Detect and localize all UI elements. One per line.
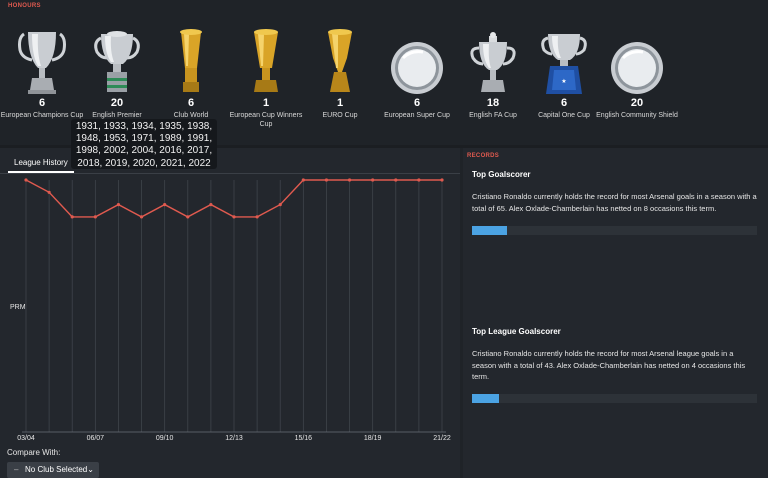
capital-one-cup-icon: ★ xyxy=(541,34,587,94)
data-point-14-15[interactable] xyxy=(278,203,282,207)
x-tick-label: 03/04 xyxy=(17,435,35,442)
x-tick-label: 12/13 xyxy=(225,435,243,442)
trophy-name: EURO Cup xyxy=(322,112,358,119)
tab-rule xyxy=(0,173,460,174)
x-tick-label: 15/16 xyxy=(295,435,313,442)
data-point-18-19[interactable] xyxy=(371,178,375,182)
data-point-09-10[interactable] xyxy=(163,203,167,207)
record-description: Cristiano Ronaldo currently holds the re… xyxy=(472,349,746,381)
data-point-07-08[interactable] xyxy=(116,203,121,207)
trophy-name: European Cup Winners Cup xyxy=(229,112,303,128)
trophy-count: 6 xyxy=(413,97,421,109)
trophy-capital-one-cup[interactable]: ★ 6 Capital One Cup xyxy=(522,28,606,120)
trophy-name: Capital One Cup xyxy=(538,112,590,119)
data-point-05-06[interactable] xyxy=(70,215,74,219)
data-point-10-11[interactable] xyxy=(186,215,190,219)
trophy-name: English FA Cup xyxy=(469,112,517,119)
trophy-club-world[interactable]: 6 Club World xyxy=(149,28,233,120)
english-premier-trophy-icon xyxy=(94,31,140,92)
trophy-count: 6 xyxy=(560,97,568,109)
trophy-name: European Super Cup xyxy=(384,112,450,119)
trophy-european-cup-winners-cup[interactable]: 1 European Cup Winners Cup xyxy=(224,28,308,129)
record-title: Top Goalscorer xyxy=(472,170,531,179)
record-title: Top League Goalscorer xyxy=(472,327,561,336)
cup-winners-cup-icon xyxy=(254,29,278,92)
trophy-english-community-shield[interactable]: 20 English Community Shield xyxy=(595,28,679,120)
trophy-count: 20 xyxy=(110,97,124,109)
panel-divider xyxy=(460,148,463,478)
select-dash-icon: – xyxy=(14,465,19,474)
trophy-count: 6 xyxy=(187,97,195,109)
x-tick-label: 21/22 xyxy=(433,435,451,442)
x-tick-label: 09/10 xyxy=(156,435,174,442)
trophy-name: English Premier xyxy=(92,112,142,119)
data-point-13-14[interactable] xyxy=(255,215,259,219)
data-point-16-17[interactable] xyxy=(324,178,329,182)
record-description: Cristiano Ronaldo currently holds the re… xyxy=(472,192,757,213)
trophy-name: Club World xyxy=(173,112,209,119)
data-point-03-04[interactable] xyxy=(24,178,28,182)
trophy-name: English Community Shield xyxy=(596,112,678,119)
community-shield-plate-icon xyxy=(611,42,663,94)
fa-cup-icon xyxy=(470,32,516,92)
league-history-panel: League History xyxy=(0,148,460,478)
chart-grid xyxy=(22,180,446,433)
data-point-19-20[interactable] xyxy=(394,178,398,182)
trophy-european-super-cup[interactable]: 6 European Super Cup xyxy=(375,28,459,120)
club-world-cup-icon xyxy=(180,29,202,92)
data-point-04-05[interactable] xyxy=(47,190,51,194)
compare-label: Compare With: xyxy=(7,448,61,457)
series-points xyxy=(24,178,444,219)
records-panel: RECORDS Top Goalscorer Cristiano Ronaldo… xyxy=(463,148,768,478)
trophy-count: 20 xyxy=(630,97,644,109)
section-divider xyxy=(0,145,768,148)
super-cup-plate-icon xyxy=(391,42,443,94)
chevron-down-icon: ⌄ xyxy=(87,465,94,474)
tab-league-history[interactable]: League History xyxy=(8,156,74,173)
trophy-european-champions-cup[interactable]: 6 European Champions Cup xyxy=(0,28,84,120)
data-point-08-09[interactable] xyxy=(139,215,144,219)
trophy-count: 6 xyxy=(38,97,46,109)
y-axis-label: PRM xyxy=(10,304,26,311)
league-history-chart: PRM 03/04 06/07 09/10 12/13 15/16 18/19 21/22 xyxy=(10,178,451,442)
record-progress-fill xyxy=(472,394,499,403)
records-label: RECORDS xyxy=(467,153,500,159)
compare-club-select[interactable]: – No Club Selected ⌄ xyxy=(7,462,99,478)
trophy-count: 18 xyxy=(486,97,500,109)
data-point-17-18[interactable] xyxy=(347,178,352,182)
svg-text:★: ★ xyxy=(561,78,566,85)
x-tick-label: 18/19 xyxy=(364,435,382,442)
data-point-21-22[interactable] xyxy=(440,178,444,182)
tab-active-underline xyxy=(8,171,74,173)
data-point-15-16[interactable] xyxy=(301,178,305,182)
compare-value: No Club Selected xyxy=(25,465,88,474)
honours-years-tooltip: 1931, 1933, 1934, 1935, 1938, 1948, 1953… xyxy=(71,119,217,169)
data-point-20-21[interactable] xyxy=(417,178,421,182)
european-champions-cup-icon xyxy=(18,32,66,94)
data-point-06-07[interactable] xyxy=(93,215,97,219)
record-progress-bar xyxy=(472,394,757,403)
trophy-euro-cup[interactable]: 1 EURO Cup xyxy=(298,28,382,120)
x-tick-labels: 03/04 06/07 09/10 12/13 15/16 18/19 21/22 xyxy=(17,435,451,442)
tab-label: League History xyxy=(14,158,68,167)
trophy-english-premier[interactable]: 20 English Premier xyxy=(75,28,159,120)
data-point-12-13[interactable] xyxy=(232,215,236,219)
trophy-count: 1 xyxy=(262,97,270,109)
trophy-count: 1 xyxy=(336,97,344,109)
trophy-name: European Champions Cup xyxy=(0,112,84,119)
honours-label: HONOURS xyxy=(8,3,41,9)
trophy-english-fa-cup[interactable]: 18 English FA Cup xyxy=(451,28,535,120)
record-progress-fill xyxy=(472,226,508,235)
x-tick-label: 06/07 xyxy=(87,435,105,442)
data-point-11-12[interactable] xyxy=(209,203,213,207)
record-progress-bar xyxy=(472,226,757,235)
euro-cup-icon xyxy=(328,29,352,92)
